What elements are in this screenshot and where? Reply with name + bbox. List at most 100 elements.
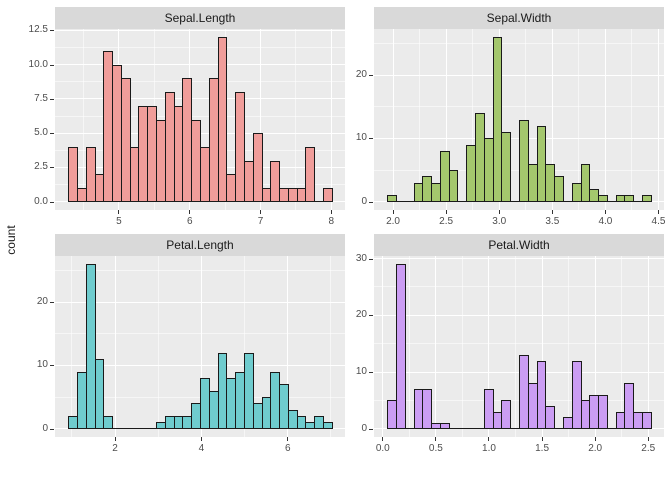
x-tick-label: 6 bbox=[285, 443, 291, 454]
minor-gridline-x bbox=[244, 256, 246, 437]
major-gridline-y bbox=[374, 74, 664, 76]
plot-panel bbox=[374, 29, 664, 210]
histogram-bar bbox=[624, 195, 635, 202]
minor-gridline-x bbox=[631, 29, 633, 210]
y-tick-label: 30 bbox=[355, 252, 367, 264]
x-tick-label: 4.5 bbox=[651, 216, 666, 227]
x-tick-mark bbox=[392, 210, 394, 214]
x-tick-mark bbox=[658, 210, 659, 214]
facet-strip-title: Sepal.Length bbox=[164, 11, 236, 25]
histogram-bar-zero bbox=[466, 427, 477, 429]
x-tick-mark bbox=[330, 210, 332, 214]
x-tick-mark bbox=[200, 437, 202, 441]
major-gridline-x bbox=[445, 29, 447, 210]
y-tick-mark bbox=[369, 258, 373, 260]
minor-gridline-x bbox=[621, 256, 623, 437]
histogram-bar-zero bbox=[606, 200, 617, 202]
minor-gridline-x bbox=[408, 256, 410, 437]
facet-strip-title: Sepal.Width bbox=[486, 11, 552, 25]
major-gridline-x bbox=[200, 256, 202, 437]
histogram-bar-zero bbox=[129, 427, 140, 429]
x-tick-mark bbox=[604, 210, 606, 214]
histogram-bar bbox=[624, 383, 635, 429]
x-tick-mark bbox=[647, 437, 649, 441]
x-tick-label: 2.0 bbox=[588, 443, 603, 454]
minor-gridline-y bbox=[374, 286, 664, 288]
major-gridline-x bbox=[114, 256, 116, 437]
histogram-bar bbox=[554, 176, 564, 202]
x-tick-label: 2.5 bbox=[641, 443, 656, 454]
x-tick-label: 2 bbox=[112, 443, 118, 454]
histogram-bar bbox=[536, 360, 547, 429]
y-tick-mark bbox=[369, 372, 373, 374]
histogram-bar-zero bbox=[633, 200, 644, 202]
y-tick-mark bbox=[369, 315, 373, 317]
y-tick-label: 5.0 bbox=[34, 127, 48, 139]
major-gridline-x bbox=[382, 256, 384, 437]
y-tick-mark bbox=[50, 365, 54, 367]
x-tick-label: 6 bbox=[186, 216, 193, 227]
histogram-bar-zero bbox=[606, 427, 617, 429]
y-tick-label: 20 bbox=[355, 69, 367, 81]
plot-panel bbox=[374, 256, 664, 437]
histogram-bar bbox=[395, 264, 406, 429]
x-tick-label: 3.0 bbox=[492, 216, 507, 227]
x-tick-label: 1.5 bbox=[535, 443, 550, 454]
histogram-bar-zero bbox=[404, 427, 415, 429]
y-tick-mark bbox=[50, 133, 54, 135]
facet-petal-width: Petal.Width 0 10 20 30 0.0 0.5 1.0 1.5 2.0 2.5 bbox=[356, 234, 664, 463]
major-gridline-y bbox=[55, 428, 345, 430]
facet-strip-title: Petal.Width bbox=[488, 238, 550, 252]
histogram-bar bbox=[305, 146, 316, 202]
minor-gridline-x bbox=[295, 29, 297, 210]
major-gridline-y bbox=[55, 64, 345, 66]
major-gridline-y bbox=[55, 301, 345, 303]
histogram-bar-zero bbox=[457, 200, 468, 202]
histogram-bar bbox=[243, 352, 254, 429]
y-tick-mark bbox=[50, 64, 54, 66]
facet-strip: Sepal.Width bbox=[374, 7, 664, 29]
histogram-bar bbox=[94, 359, 105, 429]
facet-strip: Petal.Width bbox=[374, 234, 664, 256]
major-gridline-y bbox=[374, 314, 664, 316]
facet-sepal-width: Sepal.Width 0 10 20 2.0 2.5 3.0 3.5 4.0 4.5 bbox=[356, 7, 665, 236]
histogram-bar bbox=[642, 411, 652, 429]
major-gridline-x bbox=[260, 29, 262, 210]
major-gridline-x bbox=[604, 29, 606, 210]
histogram-bar bbox=[270, 160, 281, 202]
major-gridline-x bbox=[287, 256, 289, 437]
minor-gridline-x bbox=[568, 256, 570, 437]
x-tick-mark bbox=[287, 437, 289, 441]
facet-strip: Petal.Length bbox=[55, 234, 345, 256]
y-tick-label: 0 bbox=[361, 195, 367, 207]
histogram-bar bbox=[252, 133, 263, 202]
histogram-bar bbox=[580, 163, 591, 202]
histogram-bar-zero bbox=[138, 427, 149, 429]
major-gridline-x bbox=[330, 29, 332, 210]
x-tick-mark bbox=[382, 437, 384, 441]
major-gridline-y bbox=[374, 428, 664, 430]
histogram-bar-zero bbox=[448, 427, 459, 429]
minor-gridline-x bbox=[83, 29, 85, 210]
histogram-bar bbox=[235, 92, 245, 202]
x-tick-label: 3.5 bbox=[545, 216, 560, 227]
histogram-bar-zero bbox=[457, 427, 468, 429]
histogram-bar-zero bbox=[112, 427, 122, 429]
x-tick-mark bbox=[594, 437, 596, 441]
histogram-bar-zero bbox=[510, 427, 520, 429]
histogram-bar bbox=[439, 423, 450, 429]
x-tick-label: 0.0 bbox=[375, 443, 390, 454]
histogram-bar bbox=[279, 384, 289, 429]
x-tick-mark bbox=[118, 210, 120, 214]
histogram-bar bbox=[642, 195, 652, 202]
major-gridline-y bbox=[55, 201, 345, 203]
y-tick-label: 0.0 bbox=[34, 195, 48, 207]
minor-gridline-x bbox=[71, 256, 73, 437]
plot-panel bbox=[55, 256, 345, 437]
histogram-bar bbox=[217, 37, 228, 202]
y-tick-label: 20 bbox=[355, 309, 367, 321]
histogram-bar bbox=[323, 188, 333, 202]
y-tick-mark bbox=[50, 98, 54, 100]
histogram-bar bbox=[483, 389, 494, 429]
histogram-bar bbox=[120, 78, 131, 202]
